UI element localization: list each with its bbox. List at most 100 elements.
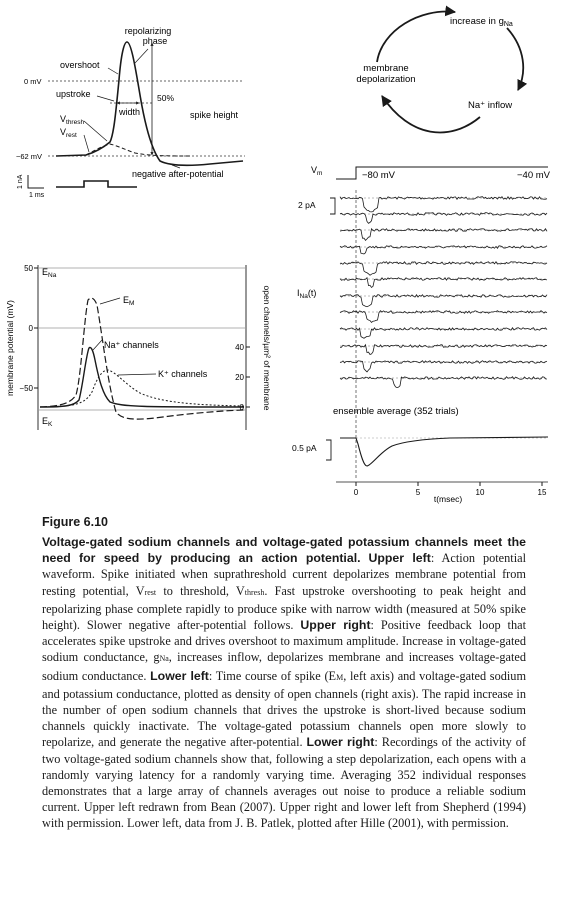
panel-action-potential: repolarizing phase overshoot 0 mV upstro… (16, 26, 245, 199)
caption-text-run: : Action potential waveform. Spike initi… (42, 551, 526, 598)
half-pa-scale (326, 439, 332, 461)
sweep-trace (339, 261, 548, 276)
caption-panel-label: Upper left (368, 551, 431, 566)
y-m50-label: −50 (19, 384, 33, 393)
figure-label: Figure 6.10 (42, 515, 108, 529)
membrane-label: membrane (363, 63, 408, 74)
loop-arrow-top (376, 5, 457, 63)
width-label: width (118, 107, 140, 117)
em-label: EM (123, 295, 134, 307)
spike-height-label: spike height (190, 110, 239, 120)
overshoot-label: overshoot (60, 60, 100, 70)
two-pa-label: 2 pA (298, 200, 316, 210)
loop-arrow-bottom (381, 95, 481, 134)
overshoot-pointer (107, 67, 119, 75)
sweep-trace (339, 294, 548, 308)
caption-text-run: to threshold, V (156, 583, 245, 598)
upstroke-label: upstroke (56, 89, 91, 99)
tick-label-10: 10 (476, 488, 485, 497)
caption-text-run: : Recordings of the activity of two volt… (42, 735, 527, 831)
ensemble-trace (340, 436, 549, 467)
caption-text-run: . Fast upstroke overshooting to peak hei… (42, 583, 526, 633)
stimulus-trace (56, 180, 137, 188)
one-na-label: 1 nA (17, 174, 24, 189)
panel-feedback-loop: increase in gNa membrane depolarization … (356, 5, 528, 134)
caption-rest: Upper left: Action potential waveform. S… (42, 551, 526, 830)
spike-trace (55, 41, 244, 167)
depolarization-label: depolarization (356, 74, 415, 85)
caption-subscript: thresh (244, 587, 265, 597)
ena-label: ENa (42, 267, 57, 279)
caption-text-run: , increases inflow, depolarizes membrane… (42, 650, 526, 683)
caption-panel-label: Upper right (300, 618, 371, 633)
em-pointer (99, 297, 121, 305)
loop-arrow-right (506, 27, 528, 91)
m40-label: −40 mV (517, 170, 551, 181)
y-0-label: 0 (29, 324, 34, 333)
ensemble-label: ensemble average (352 trials) (333, 406, 459, 417)
k-pointer (117, 373, 157, 376)
r-20-label: 20 (235, 373, 244, 382)
repolarizing-label: repolarizing (125, 26, 172, 36)
tick-label-0: 0 (354, 488, 359, 497)
caption-title: Voltage-gated sodium channels and voltag… (42, 535, 526, 566)
na-channels-curve (39, 346, 245, 408)
caption-subscript: M (336, 672, 344, 682)
minus62-label: −62 mV (16, 152, 42, 161)
sweep-trace (339, 212, 548, 224)
figure: repolarizing phase overshoot 0 mV upstro… (5, 5, 551, 504)
caption-text-run: : Positive feedback loop that accelerate… (42, 618, 526, 665)
upstroke-pointer (96, 95, 115, 102)
sweep-trace (339, 196, 548, 213)
sweep-trace (339, 245, 548, 255)
half-pa-label: 0.5 pA (292, 443, 317, 453)
em-curve (39, 297, 245, 420)
k-channels-label: K⁺ channels (158, 369, 208, 379)
caption-subscript: rest (144, 587, 157, 597)
panel-single-channel: Vm −80 mV −40 mV 2 pA INa(t) ensemble av… (292, 165, 551, 504)
right-axis-title: open channels/µm² of membrane (262, 286, 272, 411)
repolarizing-pointer (134, 48, 149, 64)
r-40-label: 40 (235, 343, 244, 352)
sweep-trace (339, 343, 548, 355)
sweep-trace (339, 276, 548, 289)
time-axis-title: t(msec) (434, 494, 463, 504)
ek-label: EK (42, 416, 53, 428)
left-axis-title: membrane potential (mV) (5, 300, 15, 396)
na-pointer (92, 339, 103, 351)
sweep-trace (339, 327, 548, 339)
panel-time-course: ENa EK EM 50 0 −50 40 20 0 Na⁺ channels … (5, 264, 272, 430)
k-channels-curve (39, 369, 245, 408)
vrest-label: Vrest (60, 127, 77, 139)
neg-after-label: negative after-potential (132, 169, 224, 179)
ina-label: INa(t) (297, 288, 316, 300)
zero-mv-label: 0 mV (24, 77, 42, 86)
caption-subscript: Na (159, 654, 169, 664)
y-50-label: 50 (24, 264, 33, 273)
vm-label: Vm (311, 165, 322, 177)
single-channel-sweeps (339, 196, 548, 389)
sweep-trace (339, 376, 548, 389)
one-ms-label: 1 ms (29, 192, 45, 199)
caption-text-run: : Time course of spike (E (208, 668, 337, 683)
vthresh-label: Vthresh (60, 114, 84, 126)
caption-panel-label: Lower right (306, 735, 375, 750)
fifty-pct-label: 50% (157, 93, 174, 103)
vthresh-pointer (83, 120, 108, 142)
m80-label: −80 mV (362, 170, 396, 181)
caption-body: Voltage-gated sodium channels and voltag… (42, 534, 526, 832)
neg-after-pointer (171, 164, 181, 169)
sweep-trace (339, 310, 548, 323)
sweep-trace (339, 227, 548, 242)
two-pa-scale (330, 197, 336, 215)
tick-label-5: 5 (416, 488, 421, 497)
figure-caption: Figure 6.10 Voltage-gated sodium channel… (42, 515, 526, 832)
scale-bar (27, 175, 44, 189)
caption-panel-label: Lower left (150, 668, 209, 683)
na-inflow-label: Na⁺ inflow (468, 100, 512, 111)
vm-step-trace (336, 166, 548, 180)
r-0-label: 0 (240, 403, 245, 412)
na-channels-label: Na⁺ channels (104, 340, 159, 350)
tick-label-15: 15 (538, 488, 547, 497)
phase-label: phase (143, 36, 168, 46)
